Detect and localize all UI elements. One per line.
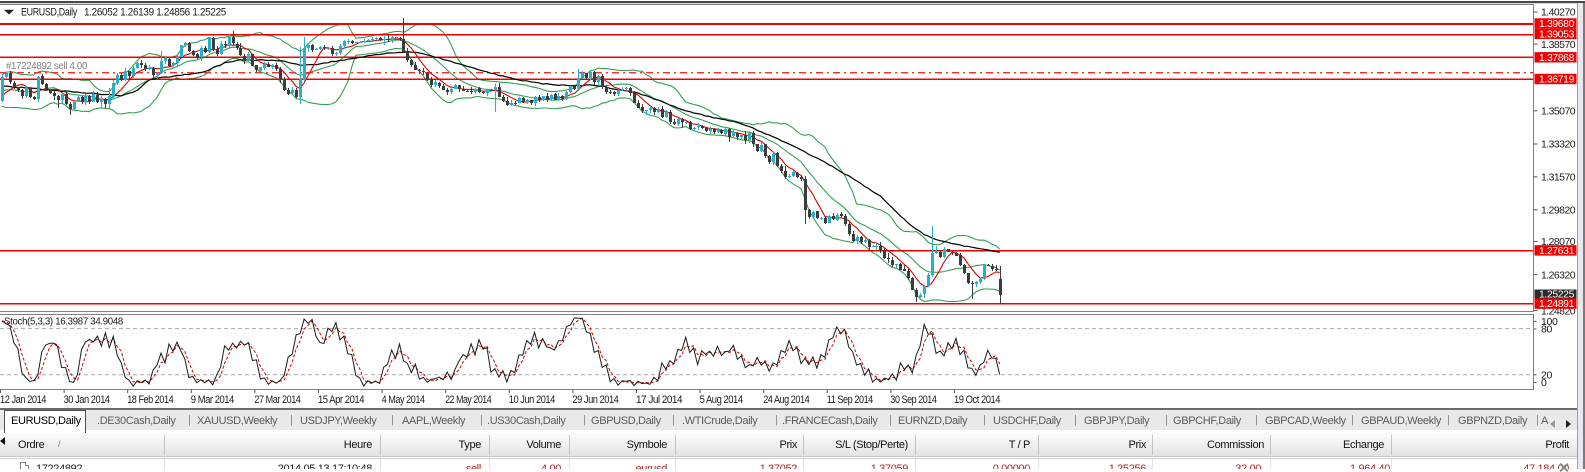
svg-text:1.40270: 1.40270 bbox=[1541, 7, 1576, 19]
svg-text:0: 0 bbox=[1541, 377, 1547, 389]
svg-text:1.36719: 1.36719 bbox=[1539, 74, 1574, 86]
svg-text:1.31570: 1.31570 bbox=[1541, 172, 1576, 184]
svg-text:1.26052 1.26139 1.24856 1.2522: 1.26052 1.26139 1.24856 1.25225 bbox=[84, 6, 226, 18]
svg-text:24 Aug 2014: 24 Aug 2014 bbox=[763, 394, 809, 406]
svg-text:1.29820: 1.29820 bbox=[1541, 205, 1576, 217]
svg-text:EURUSD,Daily: EURUSD,Daily bbox=[21, 6, 78, 18]
svg-text:11 Sep 2014: 11 Sep 2014 bbox=[827, 394, 873, 406]
svg-text:15 Apr 2014: 15 Apr 2014 bbox=[318, 394, 364, 406]
svg-text:10 Jun 2014: 10 Jun 2014 bbox=[509, 394, 555, 406]
svg-text:18 Feb 2014: 18 Feb 2014 bbox=[127, 394, 173, 406]
svg-text:1.26320: 1.26320 bbox=[1541, 269, 1576, 281]
svg-text:5 Aug 2014: 5 Aug 2014 bbox=[700, 394, 743, 406]
svg-text:22 May 2014: 22 May 2014 bbox=[445, 394, 491, 406]
svg-text:Stoch(5,3,3) 16.3987 34.9048: Stoch(5,3,3) 16.3987 34.9048 bbox=[4, 316, 123, 328]
svg-text:1.35070: 1.35070 bbox=[1541, 106, 1576, 118]
svg-text:1.39680: 1.39680 bbox=[1539, 18, 1574, 30]
svg-text:4 May 2014: 4 May 2014 bbox=[382, 394, 425, 406]
svg-text:12 Jan 2014: 12 Jan 2014 bbox=[0, 394, 46, 406]
svg-text:80: 80 bbox=[1541, 324, 1552, 336]
svg-text:1.27631: 1.27631 bbox=[1539, 245, 1574, 257]
svg-text:9 Mar 2014: 9 Mar 2014 bbox=[191, 394, 234, 406]
svg-text:1.28070: 1.28070 bbox=[1541, 236, 1576, 248]
svg-text:30 Sep 2014: 30 Sep 2014 bbox=[890, 394, 936, 406]
svg-text:1.37868: 1.37868 bbox=[1539, 52, 1574, 64]
svg-text:19 Oct 2014: 19 Oct 2014 bbox=[954, 394, 1000, 406]
svg-text:20: 20 bbox=[1541, 370, 1552, 382]
svg-text:1.39053: 1.39053 bbox=[1539, 29, 1574, 41]
svg-text:#17224892 sell 4.00: #17224892 sell 4.00 bbox=[6, 60, 87, 72]
svg-text:1.33320: 1.33320 bbox=[1541, 139, 1576, 151]
svg-text:100: 100 bbox=[1541, 316, 1558, 328]
svg-text:1.24891: 1.24891 bbox=[1539, 298, 1574, 310]
svg-text:17 Jul 2014: 17 Jul 2014 bbox=[636, 394, 682, 406]
svg-text:30 Jan 2014: 30 Jan 2014 bbox=[64, 394, 110, 406]
svg-text:1.25225: 1.25225 bbox=[1539, 289, 1574, 301]
svg-text:1.38570: 1.38570 bbox=[1541, 39, 1576, 51]
svg-text:27 Mar 2014: 27 Mar 2014 bbox=[254, 394, 300, 406]
svg-text:29 Jun 2014: 29 Jun 2014 bbox=[572, 394, 618, 406]
